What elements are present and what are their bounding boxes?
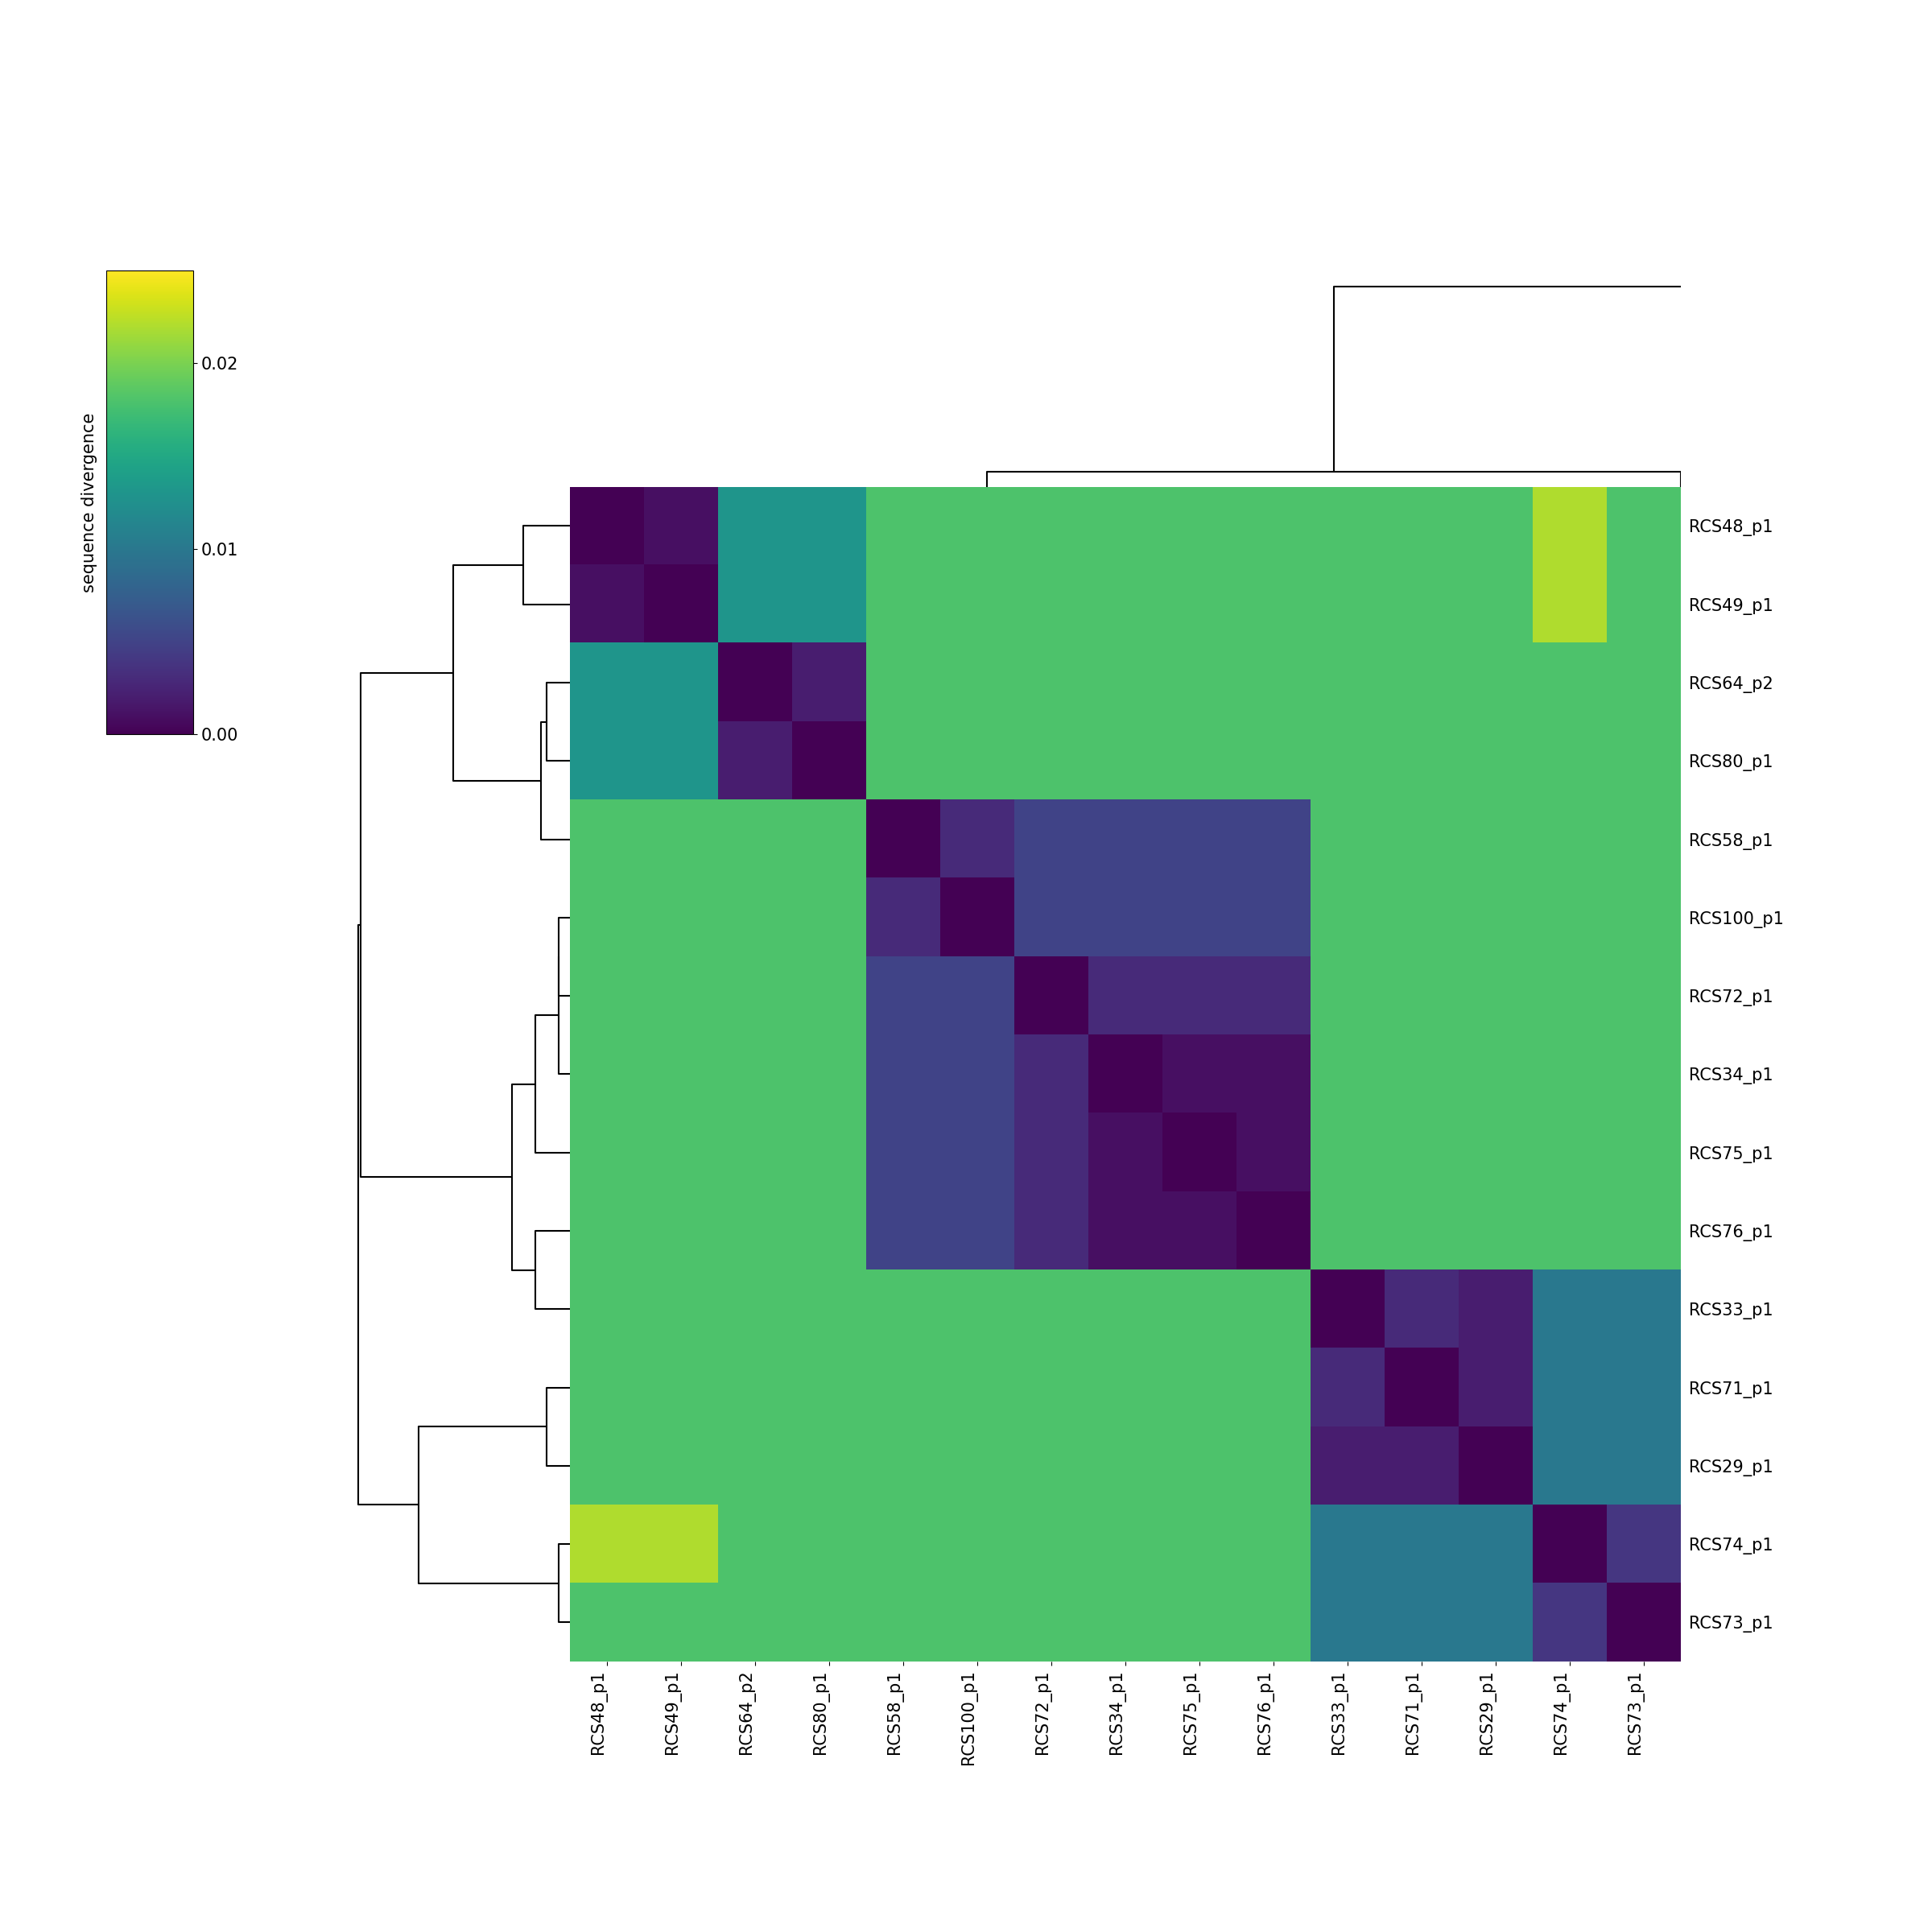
Y-axis label: sequence divergence: sequence divergence bbox=[81, 412, 97, 593]
